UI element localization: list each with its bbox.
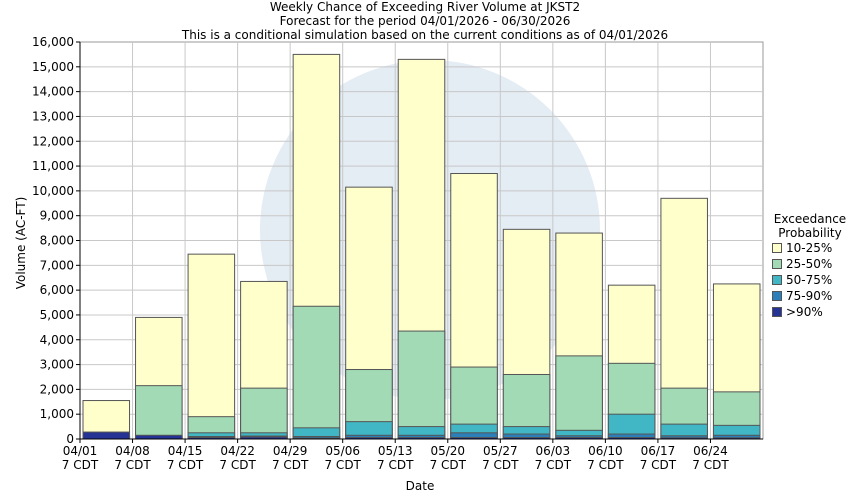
- y-tick-label: 3,000: [40, 358, 74, 372]
- y-tick-label: 5,000: [40, 308, 74, 322]
- bar-25-50%: [555, 355, 603, 440]
- y-tick-label: 0: [66, 432, 74, 446]
- y-tick-label: 12,000: [32, 134, 74, 148]
- bar->90%: [135, 434, 183, 440]
- chart-subtitle-conditions: This is a conditional simulation based o…: [181, 28, 669, 42]
- x-tick-label-tz: 7 CDT: [114, 458, 151, 472]
- bar-10-25%: [187, 253, 236, 440]
- x-tick-label-date: 06/24: [693, 444, 728, 458]
- y-tick-label: 10,000: [32, 184, 74, 198]
- legend-label: >90%: [786, 305, 823, 319]
- y-tick-label: 2,000: [40, 382, 74, 396]
- x-tick-label-date: 05/27: [483, 444, 518, 458]
- bar-25-50%: [240, 387, 288, 440]
- legend-swatch: [772, 243, 782, 253]
- y-tick-label: 11,000: [32, 159, 74, 173]
- x-tick-label-date: 04/01: [63, 444, 98, 458]
- x-tick-label-tz: 7 CDT: [640, 458, 677, 472]
- x-tick-label-tz: 7 CDT: [377, 458, 414, 472]
- y-tick-label: 8,000: [40, 234, 74, 248]
- x-tick-label-date: 04/08: [115, 444, 150, 458]
- x-tick-label-tz: 7 CDT: [272, 458, 309, 472]
- y-tick-label: 6,000: [40, 283, 74, 297]
- chart-title: Weekly Chance of Exceeding River Volume …: [269, 0, 581, 14]
- legend-title-line1: Exceedance: [773, 212, 847, 226]
- bar-25-50%: [397, 330, 446, 440]
- legend-item: 50-75%: [772, 272, 850, 288]
- x-tick-label-tz: 7 CDT: [167, 458, 204, 472]
- legend-title-line2: Probability: [778, 226, 842, 240]
- x-tick-label-tz: 7 CDT: [692, 458, 729, 472]
- legend-swatch: [772, 307, 782, 317]
- legend: Exceedance Probability 10-25% 25-50% 50-…: [770, 212, 850, 320]
- x-tick-label-tz: 7 CDT: [219, 458, 256, 472]
- legend-swatch: [772, 259, 782, 269]
- x-tick-label-date: 04/15: [168, 444, 203, 458]
- x-tick-label-tz: 7 CDT: [535, 458, 572, 472]
- legend-label: 10-25%: [786, 241, 833, 255]
- x-tick-label-date: 05/06: [325, 444, 360, 458]
- y-tick-label: 16,000: [32, 35, 74, 49]
- bar-25-50%: [292, 305, 341, 440]
- x-tick-label-date: 06/03: [536, 444, 571, 458]
- legend-label: 25-50%: [786, 257, 833, 271]
- y-tick-label: 7,000: [40, 258, 74, 272]
- y-tick-label: 15,000: [32, 60, 74, 74]
- y-tick-label: 14,000: [32, 85, 74, 99]
- bar-25-50%: [135, 385, 183, 440]
- x-tick-label-tz: 7 CDT: [430, 458, 467, 472]
- x-tick-label-tz: 7 CDT: [587, 458, 624, 472]
- legend-item: 75-90%: [772, 288, 850, 304]
- x-axis-label: Date: [405, 479, 435, 493]
- y-axis-label: Volume (AC-FT): [14, 196, 28, 290]
- y-tick-label: 13,000: [32, 109, 74, 123]
- bar->90%: [82, 431, 131, 440]
- legend-label: 75-90%: [786, 289, 833, 303]
- x-tick-label-tz: 7 CDT: [482, 458, 519, 472]
- y-tick-label: 4,000: [40, 333, 74, 347]
- x-tick-label-date: 06/10: [588, 444, 623, 458]
- legend-item: >90%: [772, 304, 850, 320]
- x-tick-label-date: 04/22: [220, 444, 255, 458]
- x-tick-label-date: 06/17: [641, 444, 676, 458]
- legend-swatch: [772, 291, 782, 301]
- legend-item: 10-25%: [772, 240, 850, 256]
- x-tick-label-tz: 7 CDT: [324, 458, 361, 472]
- x-tick-label-tz: 7 CDT: [62, 458, 99, 472]
- legend-label: 50-75%: [786, 273, 833, 287]
- legend-item: 25-50%: [772, 256, 850, 272]
- x-tick-label-date: 05/20: [430, 444, 465, 458]
- legend-swatch: [772, 275, 782, 285]
- y-tick-label: 9,000: [40, 209, 74, 223]
- y-tick-label: 1,000: [40, 407, 74, 421]
- x-tick-label-date: 05/13: [378, 444, 413, 458]
- x-tick-label-date: 04/29: [273, 444, 308, 458]
- chart-subtitle-period: Forecast for the period 04/01/2026 - 06/…: [279, 14, 571, 28]
